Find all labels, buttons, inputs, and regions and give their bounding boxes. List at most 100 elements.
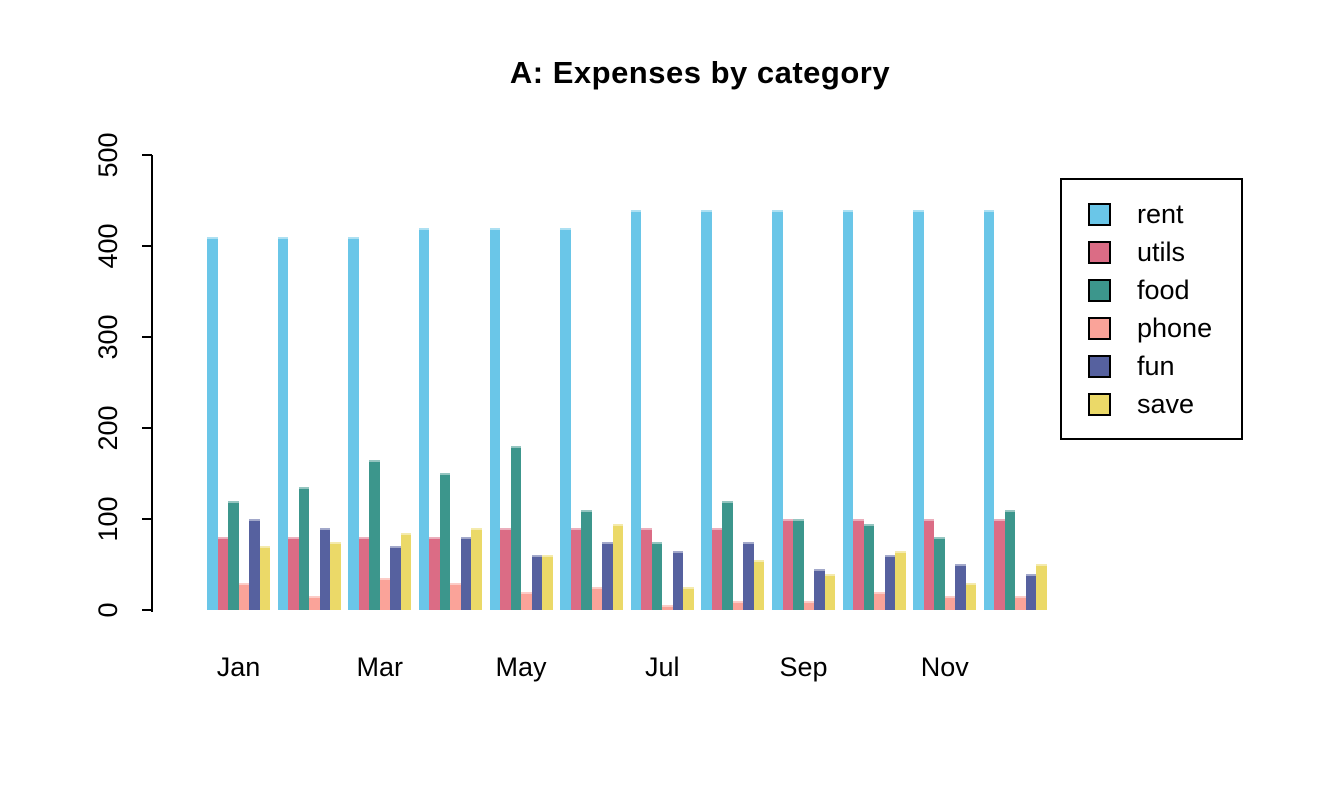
legend-swatch-rent	[1088, 202, 1111, 226]
legend-swatch-food	[1088, 278, 1111, 302]
legend-entry-rent: rent	[1088, 195, 1241, 233]
bar-group-mar	[348, 237, 412, 610]
legend-swatch-save	[1088, 392, 1111, 416]
bar-phone-dec	[1015, 596, 1026, 610]
x-axis-labels: Jan Mar May Jul Sep Nov	[207, 652, 1047, 683]
bar-food-jul	[651, 542, 663, 610]
bar-save-may	[542, 555, 553, 610]
x-tick-label-mar: Mar	[356, 652, 404, 682]
legend-swatch-utils	[1088, 240, 1111, 264]
bar-rent-aug	[701, 210, 712, 610]
bar-fun-feb	[319, 528, 331, 610]
bar-utils-jan	[217, 537, 228, 610]
x-tick-label-jan: Jan	[216, 652, 261, 682]
x-tick-label-jul: Jul	[644, 652, 680, 682]
bar-group-sep	[772, 210, 835, 610]
bar-rent-jun	[560, 228, 571, 610]
bar-phone-sep	[803, 601, 814, 610]
bar-save-nov	[965, 583, 977, 610]
y-tick-0	[142, 609, 152, 611]
bar-fun-aug	[743, 542, 754, 610]
legend-label-fun: fun	[1137, 350, 1175, 381]
y-tick-200	[142, 427, 152, 429]
bar-save-jan	[259, 546, 270, 610]
bar-utils-nov	[923, 519, 935, 610]
bar-utils-apr	[429, 537, 440, 610]
bar-food-dec	[1004, 510, 1016, 610]
bar-utils-mar	[358, 537, 370, 610]
x-tick-label-jun	[560, 652, 623, 683]
bar-food-nov	[934, 537, 945, 610]
legend-entry-food: food	[1088, 271, 1241, 309]
x-tick-label-feb	[278, 652, 341, 683]
legend-entry-utils: utils	[1088, 233, 1241, 271]
bar-fun-jul	[672, 551, 684, 610]
bar-utils-sep	[782, 519, 793, 610]
bar-food-oct	[863, 524, 875, 610]
y-axis	[151, 155, 153, 612]
bar-fun-jun	[602, 542, 613, 610]
bar-rent-mar	[348, 237, 359, 610]
y-tick-500	[142, 154, 152, 156]
bar-save-mar	[400, 533, 412, 610]
bar-fun-may	[531, 555, 542, 610]
bar-phone-may	[521, 592, 532, 610]
bar-phone-mar	[379, 578, 391, 610]
y-tick-label-300: 300	[93, 314, 123, 360]
bar-fun-nov	[955, 564, 966, 610]
bar-group-oct	[842, 210, 906, 610]
bar-group-dec	[983, 210, 1047, 610]
bar-food-jun	[581, 510, 592, 610]
legend-swatch-fun	[1088, 354, 1111, 378]
bar-rent-may	[489, 228, 500, 610]
bar-utils-dec	[994, 519, 1005, 610]
y-tick-300	[142, 336, 152, 338]
bar-group-apr	[418, 228, 482, 610]
x-tick-label-oct	[843, 652, 906, 683]
bar-utils-feb	[288, 537, 299, 610]
bar-group-jan	[207, 237, 270, 610]
legend-label-rent: rent	[1137, 198, 1184, 229]
bar-fun-apr	[460, 537, 472, 610]
bar-rent-oct	[842, 210, 854, 610]
bar-save-dec	[1036, 564, 1047, 610]
y-tick-label-400: 400	[93, 223, 123, 269]
bar-phone-apr	[450, 583, 461, 610]
x-tick-label-dec	[984, 652, 1047, 683]
bar-group-nov	[913, 210, 977, 610]
bar-rent-nov	[913, 210, 924, 610]
legend-swatch-phone	[1088, 316, 1111, 340]
x-tick-label-apr	[419, 652, 482, 683]
bar-food-sep	[793, 519, 804, 610]
bar-phone-nov	[944, 596, 956, 610]
bar-rent-sep	[772, 210, 783, 610]
x-tick-label-may: May	[495, 652, 547, 682]
bar-fun-dec	[1025, 574, 1037, 610]
bar-food-aug	[722, 501, 733, 610]
bar-save-sep	[824, 574, 835, 610]
legend-label-food: food	[1137, 274, 1190, 305]
bar-save-apr	[471, 528, 482, 610]
y-tick-label-200: 200	[93, 405, 123, 451]
bar-rent-feb	[277, 237, 289, 610]
bar-rent-jul	[630, 210, 642, 610]
chart-title: A: Expenses by category	[509, 55, 891, 90]
x-tick-label-aug	[701, 652, 764, 683]
bar-utils-jun	[570, 528, 582, 610]
bar-group-aug	[701, 210, 765, 610]
y-tick-label-0: 0	[93, 602, 123, 618]
bar-phone-jan	[238, 583, 249, 610]
bar-rent-apr	[418, 228, 430, 610]
bar-utils-aug	[711, 528, 723, 610]
bar-food-may	[510, 446, 521, 610]
bar-phone-aug	[732, 601, 744, 610]
legend-label-phone: phone	[1137, 312, 1213, 343]
plot-area	[207, 155, 1047, 610]
bar-phone-jun	[591, 587, 603, 610]
legend-entry-phone: phone	[1088, 309, 1241, 347]
y-tick-label-500: 500	[93, 132, 123, 178]
bar-rent-jan	[207, 237, 218, 610]
bar-food-mar	[369, 460, 380, 610]
x-tick-label-nov: Nov	[920, 652, 969, 682]
bar-utils-jul	[641, 528, 652, 610]
